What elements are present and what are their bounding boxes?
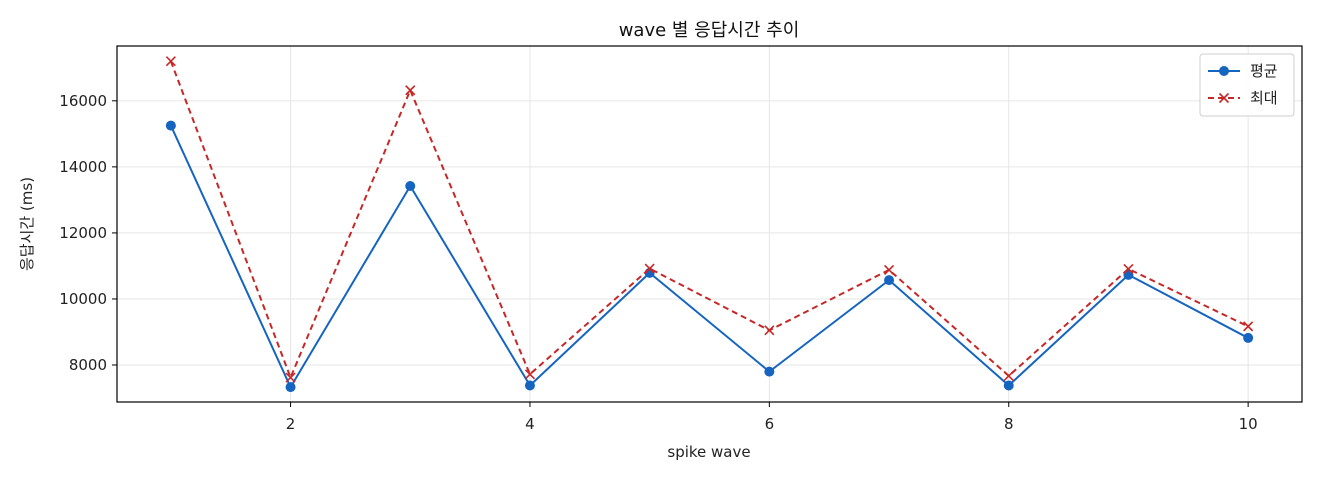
series-mean: [165, 120, 1254, 393]
grid-layer: [117, 46, 1302, 402]
y-tick-label: 14000: [59, 158, 107, 176]
series-mean-point: [1243, 332, 1254, 343]
series-max-point: [1003, 370, 1014, 381]
legend-box: [1199, 53, 1295, 117]
y-tick-label: 10000: [59, 290, 107, 308]
series-max-point-stroke: [764, 325, 775, 336]
x-tick-label: 6: [765, 415, 775, 433]
chart-title: wave 별 응답시간 추이: [619, 20, 800, 41]
series-layer: [165, 56, 1254, 393]
series-mean-point: [764, 366, 775, 377]
series-mean-point: [524, 380, 535, 391]
series-mean-point: [1003, 380, 1014, 391]
x-tick-label: 2: [286, 415, 296, 433]
series-max-point: [165, 56, 176, 67]
series-max-point: [405, 85, 416, 96]
legend-marker-max: [1218, 92, 1230, 104]
legend-label-mean: 평균: [1250, 62, 1278, 80]
series-mean-line: [169, 125, 1249, 389]
series-mean-point: [884, 275, 895, 286]
series-max: [165, 56, 1254, 383]
plot-frame: [116, 45, 1303, 403]
x-tick-label: 8: [1004, 415, 1014, 433]
series-max-line: [169, 60, 1249, 379]
series-mean-point: [285, 382, 296, 393]
series-max-point-stroke: [1243, 321, 1254, 332]
legend-marker-mean: [1219, 66, 1229, 76]
series-max-point-stroke: [285, 372, 296, 383]
series-max-point-stroke: [883, 264, 895, 275]
series-max-point-stroke: [405, 85, 416, 96]
series-max-point-stroke: [1003, 370, 1014, 381]
legend-marker-max-stroke: [1218, 92, 1230, 104]
series-max-point-stroke: [644, 263, 655, 274]
y-axis-title: 응답시간 (ms): [18, 177, 36, 271]
series-max-point: [1123, 263, 1134, 274]
tick-layer: 2 4 6 8 10 8000 10000 12000 14000 16000: [59, 92, 1257, 433]
series-mean-point: [405, 181, 416, 192]
y-tick-label: 8000: [69, 356, 107, 374]
series-max-point: [285, 372, 296, 383]
legend-label-max: 최대: [1250, 89, 1278, 107]
series-max-point: [644, 263, 655, 274]
x-tick-label: 10: [1239, 415, 1258, 433]
y-tick-label: 16000: [59, 92, 107, 110]
series-max-point: [883, 264, 895, 275]
x-axis-title: spike wave: [667, 443, 750, 461]
y-tick-label: 12000: [59, 224, 107, 242]
series-max-point-stroke: [524, 369, 536, 380]
series-mean-point: [165, 120, 176, 131]
series-max-point-stroke: [1123, 263, 1134, 274]
series-max-point-stroke: [165, 56, 176, 67]
series-max-point: [524, 369, 536, 380]
series-max-point: [764, 325, 775, 336]
series-max-point: [1243, 321, 1254, 332]
x-tick-label: 4: [525, 415, 535, 433]
